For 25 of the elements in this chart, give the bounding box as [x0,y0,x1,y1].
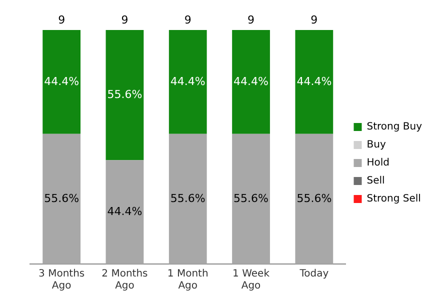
annotation: 9 [184,13,192,26]
annotation: 9 [310,13,318,26]
x-tick-label: 1 Month Ago [167,268,208,292]
data-label: 44.4% [107,204,142,218]
legend-label: Strong Buy [366,122,422,133]
data-label: 55.6% [107,88,142,101]
data-label: 44.4% [44,74,80,88]
x-tick-label: 2 Months Ago [102,268,148,292]
x-tick-label: 1 Week Ago [232,268,270,292]
annotation: 9 [121,13,128,26]
x-tick-label: Today [298,268,329,280]
legend-label: Hold [366,158,390,169]
data-label: 55.6% [170,192,206,205]
data-label: 55.6% [296,192,332,205]
data-label: 55.6% [234,192,268,205]
data-label: 44.4% [234,74,268,88]
data-label: 44.4% [296,74,332,88]
legend-label: Sell [366,176,385,187]
data-label: 44.4% [170,74,206,88]
legend-label: Buy [366,140,386,151]
legend-label: Strong Sell [366,194,421,205]
annotation: 9 [58,13,66,26]
x-tick-label: 3 Months Ago [38,268,85,292]
data-label: 55.6% [44,192,80,205]
annotation: 9 [248,13,255,26]
